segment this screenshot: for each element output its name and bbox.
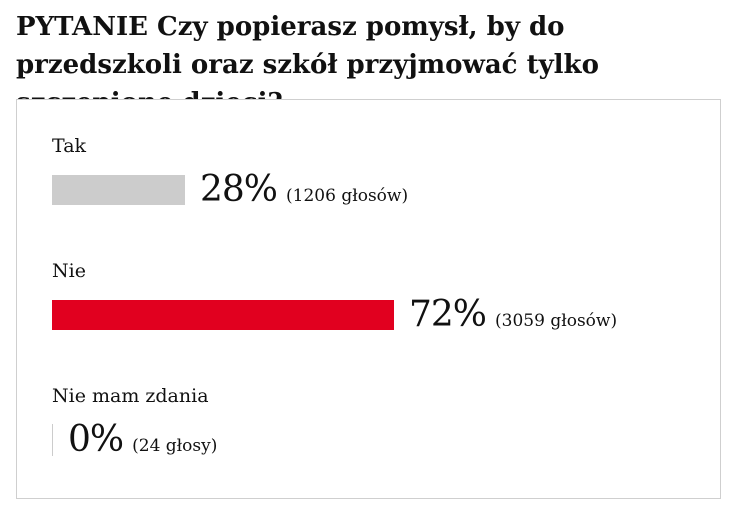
result-bar <box>52 175 185 205</box>
vote-count-label: (3059 głosów) <box>495 311 618 331</box>
result-bar <box>52 424 53 456</box>
percent-label: 0% <box>68 419 124 460</box>
poll-results-box: Tak 28% (1206 głosów) Nie 72% (3059 głos… <box>16 99 721 499</box>
result-row: 72% (3059 głosów) <box>52 293 617 337</box>
percent-label: 72% <box>409 294 487 335</box>
vote-count-label: (24 głosy) <box>132 436 218 456</box>
poll-option-nie-mam-zdania: Nie mam zdania 0% (24 głosy) <box>52 384 692 464</box>
option-label: Nie <box>52 260 86 282</box>
result-row: 28% (1206 głosów) <box>52 168 408 212</box>
question-prefix: PYTANIE <box>16 12 148 42</box>
percent-label: 28% <box>200 169 278 210</box>
option-label: Tak <box>52 135 87 157</box>
result-row: 0% (24 głosy) <box>52 418 217 462</box>
poll-option-tak: Tak 28% (1206 głosów) <box>52 134 692 214</box>
option-label: Nie mam zdania <box>52 385 209 407</box>
result-bar <box>52 300 394 330</box>
vote-count-label: (1206 głosów) <box>286 186 409 206</box>
poll-option-nie: Nie 72% (3059 głosów) <box>52 259 692 339</box>
